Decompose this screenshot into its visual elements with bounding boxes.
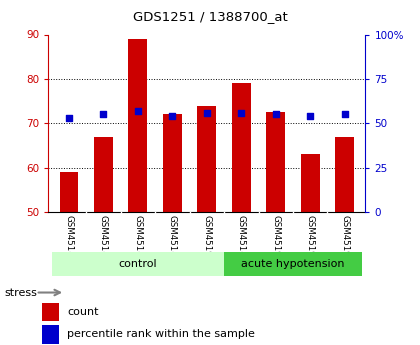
Point [134, 108, 141, 114]
Text: GSM45184: GSM45184 [65, 215, 73, 263]
Text: acute hypotension: acute hypotension [241, 259, 345, 269]
Point [307, 114, 314, 119]
Point [238, 110, 245, 116]
Bar [94, 137, 113, 212]
Bar [335, 137, 354, 212]
Text: GSM45186: GSM45186 [99, 215, 108, 263]
Bar [129, 39, 147, 212]
Text: GDS1251 / 1388700_at: GDS1251 / 1388700_at [133, 10, 287, 23]
Bar [52, 252, 224, 276]
Bar [301, 155, 320, 212]
Text: GSM45192: GSM45192 [340, 215, 349, 262]
Bar [163, 115, 182, 212]
Text: GSM45193: GSM45193 [202, 215, 211, 262]
Point [341, 112, 348, 117]
Bar [42, 303, 59, 322]
Text: GSM45190: GSM45190 [271, 215, 280, 262]
Point [100, 112, 107, 117]
Bar [197, 106, 216, 212]
Point [169, 114, 176, 119]
Point [273, 112, 279, 117]
Point [204, 110, 210, 116]
Bar [224, 252, 362, 276]
Text: count: count [67, 307, 99, 317]
Bar [60, 172, 79, 212]
Text: control: control [118, 259, 157, 269]
Text: GSM45187: GSM45187 [134, 215, 142, 263]
Point [66, 115, 72, 121]
Bar [42, 325, 59, 344]
Text: GSM45189: GSM45189 [168, 215, 177, 262]
Bar [266, 112, 285, 212]
Text: stress: stress [4, 287, 37, 297]
Text: GSM45191: GSM45191 [306, 215, 315, 262]
Text: GSM45188: GSM45188 [237, 215, 246, 263]
Text: percentile rank within the sample: percentile rank within the sample [67, 329, 255, 339]
Bar [232, 83, 251, 212]
